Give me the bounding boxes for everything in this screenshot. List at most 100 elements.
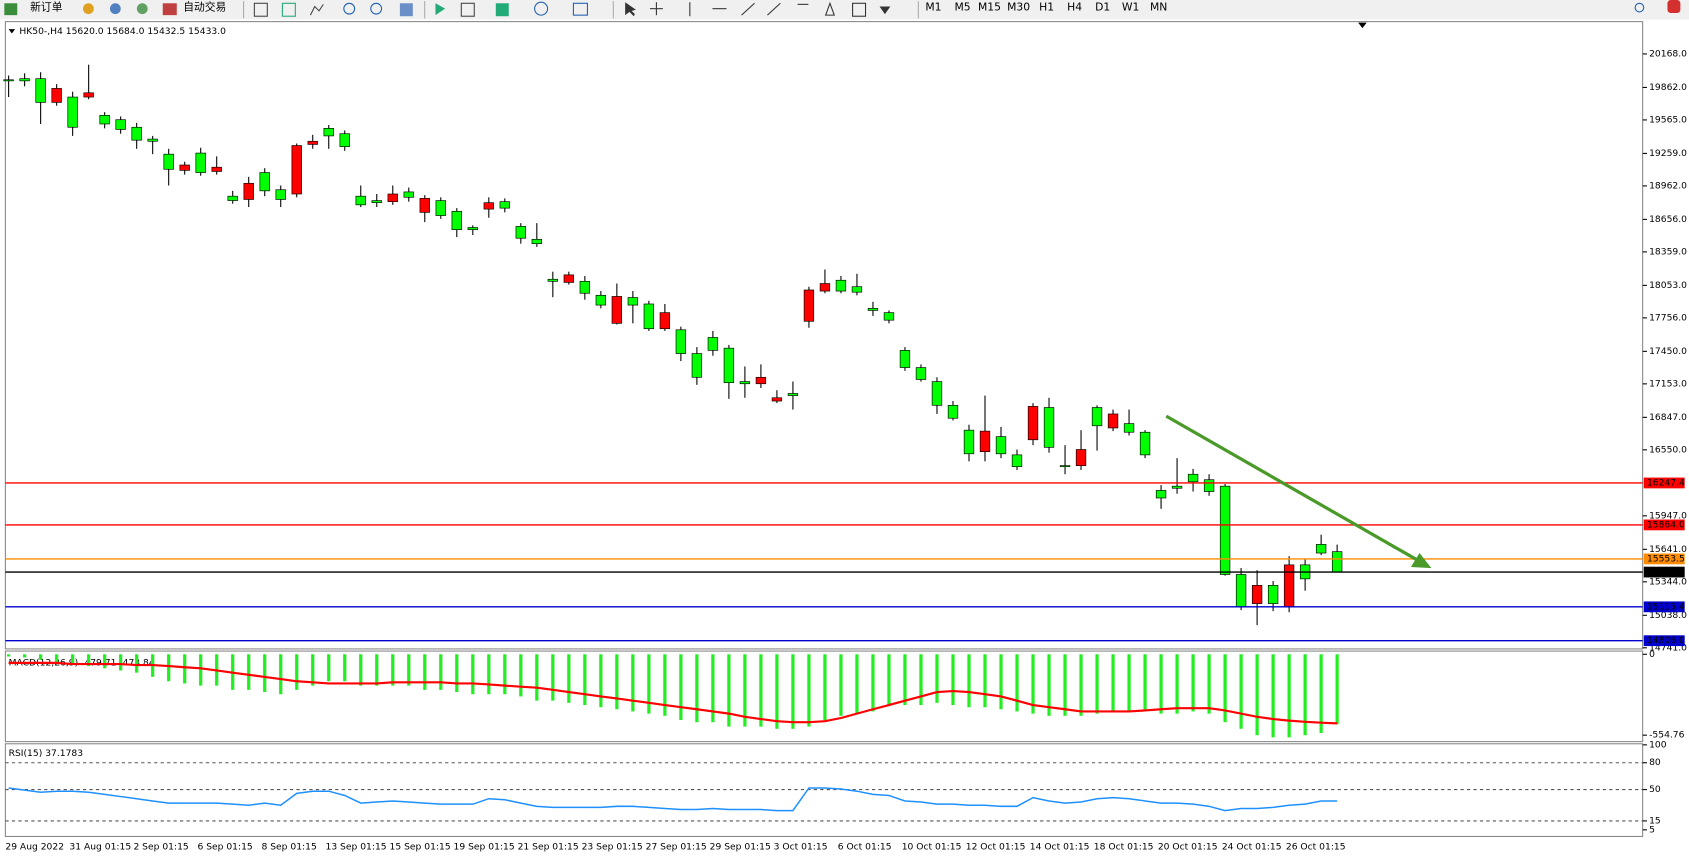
new-order-button[interactable]: 新订单 [30, 1, 63, 14]
tool-icon[interactable] [82, 3, 94, 15]
macd-bar [7, 654, 11, 657]
candle-body [899, 350, 911, 368]
candle-body [99, 115, 110, 125]
y-tick-label: 18359.0 [1649, 246, 1687, 257]
y-tick-label: 14741.0 [1649, 642, 1687, 653]
x-tick-label: 20 Oct 01:15 [1158, 842, 1218, 853]
auto-trading-button[interactable]: 自动交易 [183, 1, 226, 14]
trendline-tool[interactable] [741, 2, 755, 16]
timeframe-button[interactable]: H1 [1039, 1, 1054, 14]
candle-body [675, 329, 687, 354]
price-level-label: 15433.0 [1647, 567, 1685, 578]
candle-body [643, 303, 655, 330]
price-level-label: 16247.4 [1647, 477, 1685, 488]
tile-tool[interactable] [399, 3, 413, 17]
candle-body [451, 210, 462, 231]
candle-body [387, 193, 398, 202]
candle-body [995, 436, 1007, 455]
candle-body [1091, 407, 1103, 427]
x-tick-label: 24 Oct 01:15 [1222, 842, 1282, 853]
macd-bar [55, 654, 59, 662]
tool-icon[interactable] [136, 3, 148, 15]
templates[interactable] [572, 2, 588, 16]
y-tick-label: 15641.0 [1649, 544, 1687, 555]
macd-bar [967, 654, 971, 708]
candle-body [515, 226, 526, 239]
bar-chart-tool[interactable] [253, 2, 268, 17]
macd-bar [471, 654, 475, 695]
timeframe-button[interactable]: H4 [1067, 1, 1082, 14]
candle-body [819, 283, 831, 292]
macd-bar [855, 654, 859, 714]
shapes-tool[interactable] [879, 6, 891, 15]
candle-tool[interactable] [281, 2, 296, 17]
candle-body [1267, 584, 1279, 604]
macd-signal [8, 661, 1338, 725]
text-tool[interactable] [824, 1, 836, 16]
macd-bar [359, 654, 363, 686]
candle-body [51, 88, 62, 103]
candle-body [1011, 454, 1023, 468]
candle-body [147, 138, 158, 142]
x-tick-label: 23 Sep 01:15 [582, 842, 643, 853]
macd-bar [807, 654, 811, 727]
candle-body [931, 381, 943, 406]
macd-bar [519, 654, 523, 697]
candle-body [563, 274, 575, 283]
candle-body [35, 78, 46, 103]
timeframe-button[interactable]: M30 [1007, 1, 1030, 14]
macd-bar [1127, 654, 1131, 712]
line-tool[interactable] [309, 4, 324, 16]
candle-body [227, 195, 238, 201]
candle-body [1155, 490, 1167, 499]
zoom-out[interactable] [370, 2, 383, 15]
macd-bar [551, 654, 555, 701]
y-tick-label: 17450.0 [1649, 346, 1687, 357]
macd-bar [423, 654, 427, 690]
shift-tool[interactable] [460, 2, 475, 17]
periods[interactable] [534, 1, 549, 16]
candle-body [1283, 564, 1295, 608]
cursor-tool[interactable] [625, 2, 636, 17]
channel-tool[interactable] [767, 2, 781, 16]
timeframe-button[interactable]: M5 [954, 1, 970, 14]
label-tool[interactable] [852, 2, 867, 17]
macd-bar [615, 654, 619, 710]
new-order-icon[interactable] [4, 3, 18, 16]
x-tick-label: 27 Sep 01:15 [646, 842, 707, 853]
zoom-in[interactable] [343, 2, 356, 15]
indicators[interactable] [495, 3, 509, 17]
candle-body [595, 295, 607, 306]
x-tick-label: 6 Oct 01:15 [838, 842, 892, 853]
y-tick-label: -554.76 [1649, 730, 1685, 741]
timeframe-button[interactable]: MN [1150, 1, 1167, 14]
macd-bar [199, 654, 203, 686]
macd-bar [1159, 654, 1163, 714]
candle-body [547, 278, 559, 282]
candle-body [611, 296, 623, 324]
timeframe-button[interactable]: M1 [925, 1, 941, 14]
y-tick-label: 16847.0 [1649, 412, 1687, 423]
macd-bar [263, 654, 267, 693]
macd-bar [343, 654, 347, 682]
tool-icon[interactable] [109, 3, 121, 15]
macd-bar [1063, 654, 1067, 716]
macd-bar [311, 654, 315, 686]
y-tick-label: 80 [1649, 757, 1661, 768]
timeframe-button[interactable]: W1 [1122, 1, 1140, 14]
scroll-tool[interactable] [435, 3, 446, 16]
search[interactable] [1634, 2, 1645, 13]
timeframe-button[interactable]: M15 [978, 1, 1001, 14]
macd-title: MACD(12,26,9) -479.71 -473.84 [9, 657, 155, 668]
x-tick-label: 26 Oct 01:15 [1286, 842, 1346, 853]
price-level-label: 15115.4 [1647, 601, 1685, 612]
auto-trading-icon[interactable] [162, 3, 177, 16]
macd-bar [631, 654, 635, 712]
macd-bar [1143, 654, 1147, 712]
candle-body [1235, 574, 1247, 608]
notification[interactable] [1667, 0, 1681, 13]
y-tick-label: 100 [1649, 739, 1667, 750]
timeframe-button[interactable]: D1 [1095, 1, 1110, 14]
toolbar-bg [0, 0, 1689, 20]
x-tick-label: 15 Sep 01:15 [390, 842, 451, 853]
